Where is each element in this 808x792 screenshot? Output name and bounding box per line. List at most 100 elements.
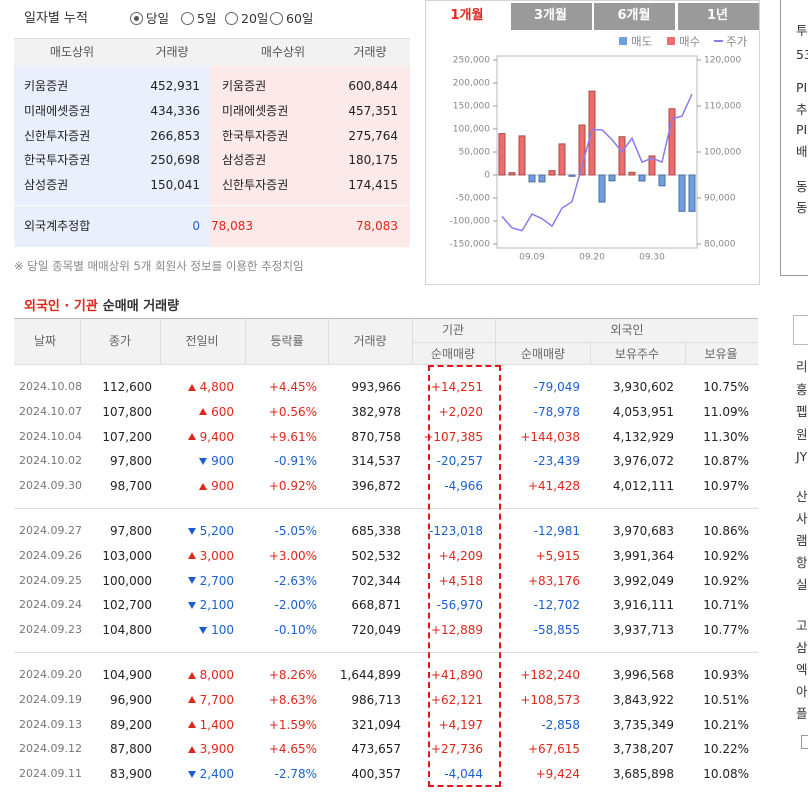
sidebar-text: 리: [796, 359, 808, 374]
cell-volume: 870,758: [351, 429, 401, 444]
broker-volume: 452,931: [150, 79, 200, 93]
sidebar-text: 사: [796, 511, 808, 526]
cell-close: 96,900: [110, 692, 152, 707]
bar: [508, 172, 516, 176]
chart-tab-label[interactable]: 1년: [706, 8, 728, 23]
sidebar-text: 53: [796, 47, 808, 62]
cell-rate: +1.59%: [268, 717, 317, 732]
broker-volume: 180,175: [348, 153, 398, 168]
chart-tab[interactable]: [593, 3, 675, 30]
th: 기관: [441, 323, 465, 337]
broker-volume: 275,764: [348, 128, 398, 143]
radio-label[interactable]: 20일: [241, 11, 269, 26]
y-tick-label: 200,000: [453, 79, 490, 89]
radio-label[interactable]: 5일: [197, 11, 217, 26]
cell-volume: 314,537: [351, 454, 401, 469]
cell-volume: 993,966: [351, 380, 401, 394]
change-value: 9,400: [199, 429, 234, 444]
radio[interactable]: [225, 12, 238, 25]
change-arrow: [187, 552, 196, 560]
cell-ratio: 10.21%: [703, 717, 749, 732]
radio[interactable]: [181, 12, 194, 25]
cell-change: 600: [199, 404, 234, 420]
cell-volume: 473,657: [351, 742, 401, 757]
cell-date: 2024.09.11: [19, 767, 82, 781]
cell-ratio: 11.09%: [703, 404, 749, 419]
radio-label[interactable]: 60일: [286, 11, 314, 26]
chart-tab[interactable]: [426, 3, 508, 30]
sidebar-input[interactable]: [793, 315, 808, 345]
chart-tab[interactable]: [509, 3, 592, 30]
legend-label: 매수: [679, 35, 700, 49]
cell-inst-net: -56,970: [436, 598, 483, 613]
cell-change: 4,800: [187, 379, 234, 395]
cell-close: 104,900: [102, 668, 152, 682]
cell-date: 2024.10.04: [19, 429, 82, 443]
legend-swatch: [667, 37, 675, 45]
cell-holdings: 3,970,683: [612, 524, 674, 538]
header-divider: [412, 318, 413, 365]
cell-inst-net: -20,257: [436, 454, 483, 469]
chart-tab-label[interactable]: 6개월: [617, 8, 651, 23]
broker-header-bg: [14, 38, 410, 66]
broker-header: 매도상위: [49, 45, 95, 59]
cell-change: 5,200: [187, 523, 234, 539]
cell-ratio: 10.87%: [703, 454, 749, 469]
cell-rate: +8.26%: [268, 668, 317, 682]
cell-holdings: 3,992,049: [612, 573, 674, 588]
cell-foreign-net: -58,855: [533, 623, 580, 638]
chart-tab[interactable]: [676, 3, 759, 30]
broker-name: 신한투자증권: [222, 178, 289, 193]
cell-holdings: 3,996,568: [612, 668, 674, 682]
broker-volume: 434,336: [150, 103, 200, 118]
sidebar-text: 배: [796, 144, 808, 159]
change-arrow: [199, 482, 208, 490]
cell-rate: +4.65%: [268, 742, 317, 757]
radio[interactable]: [130, 12, 143, 25]
table-header-bg: [14, 318, 758, 365]
cell-foreign-net: +9,424: [535, 767, 580, 782]
cell-close: 98,700: [110, 479, 152, 494]
cell-ratio: 10.75%: [703, 380, 749, 394]
bar: [628, 171, 636, 176]
cell-date: 2024.09.19: [19, 692, 82, 706]
sidebar-text: 투: [796, 23, 808, 38]
radio[interactable]: [270, 12, 283, 25]
cell-ratio: 10.51%: [703, 692, 749, 707]
cell-date: 2024.09.13: [19, 717, 82, 731]
y-tick-label: 250,000: [453, 56, 490, 66]
bar: [578, 124, 586, 176]
x-tick-label: 09.20: [579, 253, 605, 263]
change-value: 4,800: [199, 380, 234, 394]
broker-name: 한국투자증권: [222, 128, 289, 143]
bar: [588, 90, 596, 176]
broker-header: 거래량: [353, 45, 387, 59]
cell-foreign-net: -23,439: [533, 454, 580, 469]
radio-label[interactable]: 당일: [146, 11, 170, 26]
broker-name: 신한투자증권: [24, 128, 91, 143]
foreign-total-sell: 0: [192, 219, 200, 233]
cell-rate: -2.63%: [274, 573, 317, 588]
cell-inst-net: +4,197: [438, 717, 483, 732]
cell-close: 83,900: [110, 767, 152, 782]
cell-close: 97,800: [110, 454, 152, 469]
th: 날짜: [33, 334, 57, 348]
change-value: 3,000: [199, 548, 234, 563]
cell-change: 8,000: [187, 667, 234, 683]
cell-inst-net: +4,209: [438, 548, 483, 563]
sidebar-checkbox[interactable]: [801, 735, 808, 749]
cell-change: 2,400: [187, 766, 234, 782]
cell-inst-net: -4,044: [444, 767, 483, 782]
cell-volume: 685,338: [351, 524, 401, 538]
header-divider: [590, 342, 591, 365]
broker-name: 키움증권: [222, 79, 267, 93]
th: 거래량: [353, 334, 387, 348]
th: 전일비: [185, 334, 219, 348]
chart-tab-label[interactable]: 3개월: [534, 8, 567, 23]
cell-ratio: 11.30%: [703, 429, 749, 444]
cell-rate: +4.45%: [268, 380, 317, 394]
chart-tab-label[interactable]: 1개월: [450, 8, 484, 23]
cell-foreign-net: -78,978: [533, 404, 580, 419]
price-line: [501, 93, 693, 232]
change-arrow: [187, 383, 196, 391]
